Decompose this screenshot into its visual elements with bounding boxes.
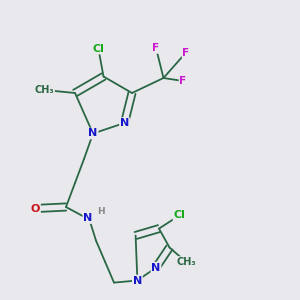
Text: N: N	[120, 118, 129, 128]
Text: CH₃: CH₃	[34, 85, 54, 95]
Text: Cl: Cl	[173, 210, 185, 220]
Text: CH₃: CH₃	[176, 257, 196, 267]
Text: N: N	[88, 128, 98, 139]
Text: Cl: Cl	[92, 44, 104, 54]
Text: N: N	[83, 213, 92, 223]
Text: F: F	[152, 43, 160, 53]
Text: O: O	[31, 203, 40, 214]
Text: N: N	[133, 275, 142, 286]
Text: H: H	[98, 207, 105, 216]
Text: F: F	[179, 76, 187, 86]
Text: N: N	[152, 262, 160, 273]
Text: F: F	[182, 47, 190, 58]
